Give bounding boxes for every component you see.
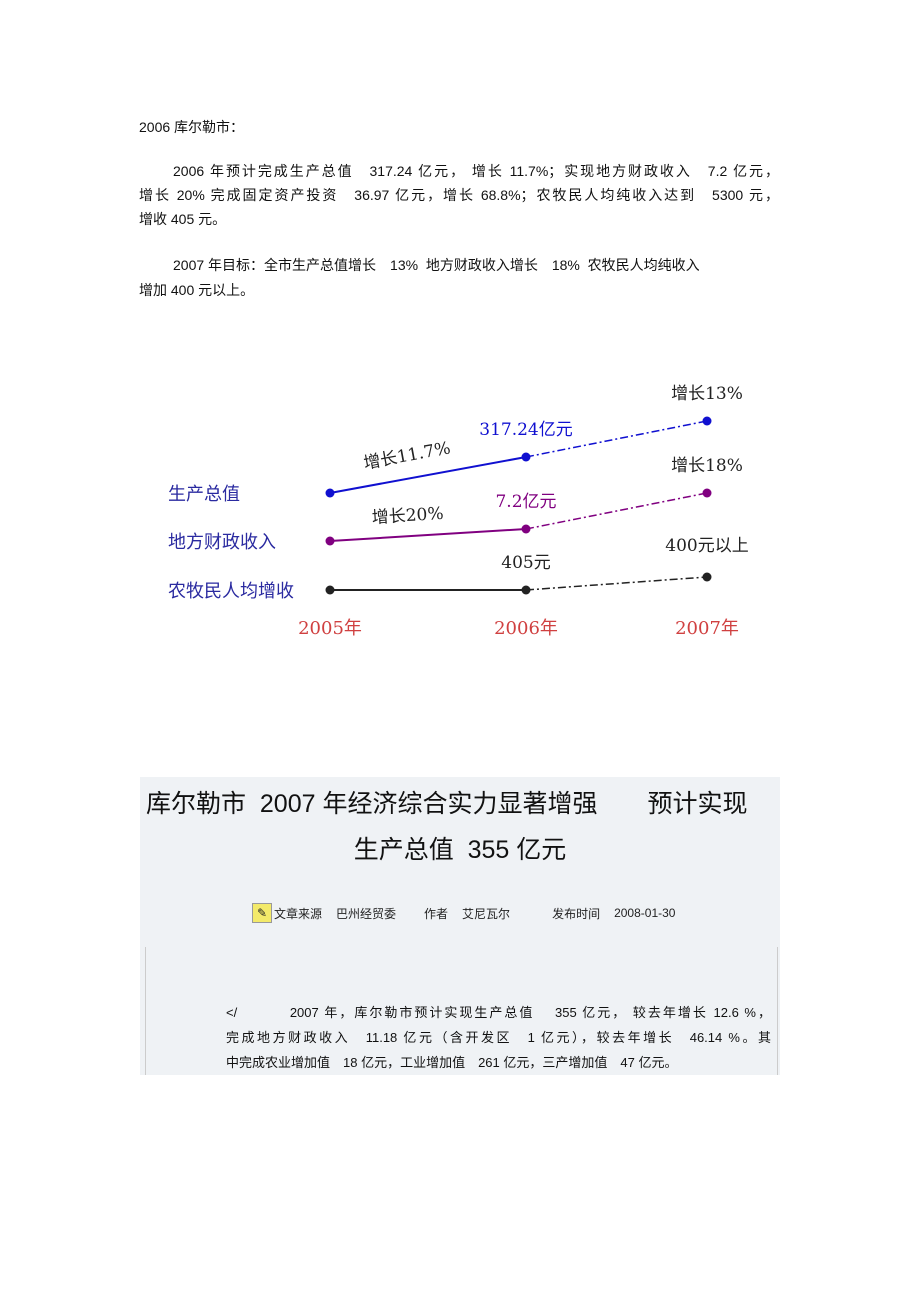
series-line-projected [525, 492, 708, 530]
point-label: 增长13% [671, 384, 743, 404]
data-point [325, 536, 335, 546]
document-link-icon[interactable]: ✎ [252, 903, 272, 923]
series-line-projected [525, 420, 708, 458]
author-value: 艾尼瓦尔 [462, 906, 511, 921]
category-label: 2007年 [675, 618, 739, 639]
article-panel: 库尔勒市 2007 年经济综合实力显著增强 预计实现 生产总值 355 亿元 ✎… [140, 777, 780, 1075]
data-point [702, 488, 712, 498]
date-label: 发布时间 [552, 906, 601, 921]
data-point [521, 452, 531, 462]
data-point [702, 572, 712, 582]
segment-label: 增长20% [371, 504, 444, 528]
article-body-line3: 中完成农业增加值 18 亿元，工业增加值 261 亿元，三产增加值 47 亿元。 [226, 1055, 678, 1070]
point-label: 405元 [501, 553, 550, 573]
author-label: 作者 [424, 906, 449, 921]
source-value: 巴州经贸委 [336, 906, 397, 921]
date-value: 2008-01-30 [614, 906, 676, 920]
article-body-line1: </ 2007 年，库尔勒市预计实现生产总值 355 亿元， 较去年增长 12.… [226, 1005, 771, 1020]
source-label: 文章来源 [274, 906, 323, 921]
intro-para1-line1: 2006 年预计完成生产总值 317.24 亿元， 增长 11.7%；实现地方财… [173, 163, 779, 179]
series-label: 生产总值 [168, 484, 240, 505]
series-line-solid [329, 528, 527, 542]
series-line-solid [329, 456, 527, 494]
growth-diagram: 生产总值 317.24亿元 增长13% 增长11.7% 地方财政收入 7.2亿元 增长18%… [168, 384, 749, 639]
article-title-line1: 库尔勒市 2007 年经济综合实力显著增强 预计实现 [146, 790, 748, 818]
article-body-line2: 完成地方财政收入 11.18 亿元（含开发区 1 亿元），较去年增长 46.14… [226, 1030, 771, 1045]
data-point [521, 524, 531, 534]
data-point [325, 488, 335, 498]
data-point [325, 585, 335, 595]
point-label: 增长18% [671, 456, 743, 476]
intro-para1-line3: 增收 405 元。 [139, 211, 227, 227]
point-label: 7.2亿元 [495, 492, 556, 512]
segment-label: 增长11.7% [362, 438, 452, 474]
article-title-line2: 生产总值 355 亿元 [353, 836, 567, 864]
data-point [702, 416, 712, 426]
series-label: 地方财政收入 [168, 532, 276, 553]
article-meta: ✎ 文章来源 巴州经贸委 作者 艾尼瓦尔 发布时间 2008-01-30 [252, 903, 675, 923]
intro-heading: 2006 库尔勒市： [139, 119, 245, 135]
intro-para1-line2: 增长 20% 完成固定资产投资 36.97 亿元，增长 68.8%；农牧民人均纯… [139, 187, 779, 203]
series-line-projected [525, 576, 708, 591]
panel-border-left [145, 947, 146, 1075]
category-label: 2005年 [298, 618, 362, 639]
point-label: 317.24亿元 [479, 420, 572, 440]
series-label: 农牧民人均增收 [168, 581, 294, 602]
intro-para2-line1: 2007 年目标：全市生产总值增长 13% 地方财政收入增长 18% 农牧民人均… [173, 257, 700, 273]
intro-para2-line2: 增加 400 元以上。 [139, 282, 255, 298]
panel-border-right [777, 947, 778, 1075]
point-label: 400元以上 [665, 536, 748, 556]
category-label: 2006年 [494, 618, 558, 639]
data-point [521, 585, 531, 595]
